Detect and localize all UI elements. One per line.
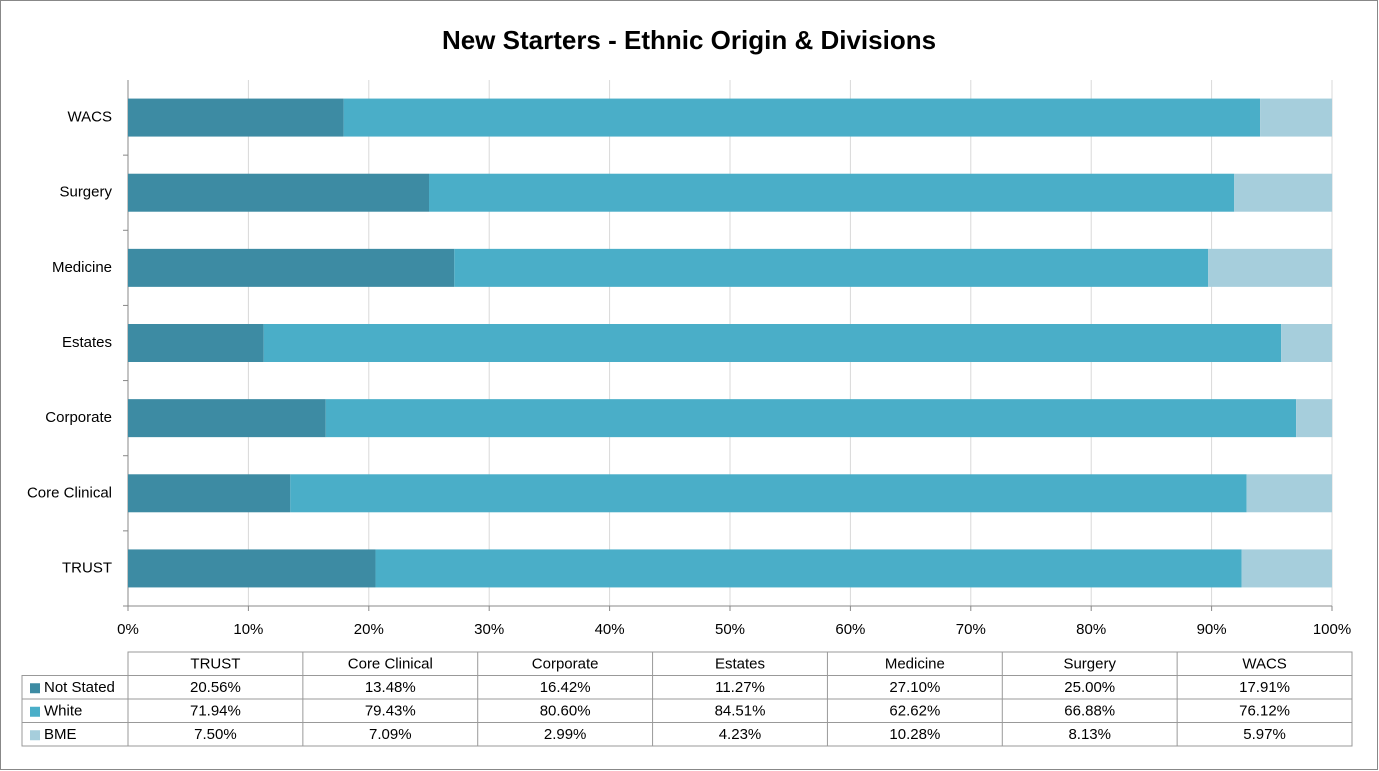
bar-segment <box>325 399 1297 438</box>
x-tick-label: 70% <box>956 621 986 638</box>
table-header: Surgery <box>1063 656 1116 673</box>
x-tick-label: 80% <box>1076 621 1106 638</box>
table-value: 80.60% <box>540 703 591 720</box>
table-value: 17.91% <box>1239 679 1290 696</box>
table-value: 27.10% <box>889 679 940 696</box>
table-value: 25.00% <box>1064 679 1115 696</box>
table-value: 4.23% <box>719 726 762 743</box>
table-header: WACS <box>1242 656 1286 673</box>
y-tick-label: TRUST <box>62 559 112 576</box>
table-value: 7.09% <box>369 726 412 743</box>
bar-segment <box>128 399 326 438</box>
bar-segment <box>1281 324 1333 362</box>
y-tick-label: Medicine <box>52 259 112 276</box>
legend-label: BME <box>44 726 77 743</box>
table-value: 76.12% <box>1239 703 1290 720</box>
table-header: Estates <box>715 656 765 673</box>
table-value: 62.62% <box>889 703 940 720</box>
table-value: 5.97% <box>1243 726 1286 743</box>
bar-segment <box>128 474 291 513</box>
y-tick-label: Surgery <box>59 184 112 201</box>
legend-swatch <box>30 706 40 717</box>
table-value: 20.56% <box>190 679 241 696</box>
bar-segment <box>429 173 1235 212</box>
table-value: 8.13% <box>1068 726 1111 743</box>
table-value: 79.43% <box>365 703 416 720</box>
bar-segment <box>290 474 1247 513</box>
y-tick-label: WACS <box>68 109 112 126</box>
bar-segment <box>1296 399 1333 438</box>
bar-segment <box>1260 98 1332 137</box>
table-header: Medicine <box>885 656 945 673</box>
bar-segment <box>128 98 344 137</box>
table-value: 16.42% <box>540 679 591 696</box>
bar-segment <box>128 549 376 588</box>
x-tick-label: 0% <box>117 621 139 638</box>
bar-segment <box>1241 549 1332 588</box>
bar-segment <box>1246 474 1332 513</box>
bar-segment <box>343 98 1261 137</box>
bar-segment <box>375 549 1242 588</box>
legend-label: Not Stated <box>44 679 115 696</box>
x-tick-label: 50% <box>715 621 745 638</box>
table-header: TRUST <box>190 656 240 673</box>
y-tick-label: Corporate <box>45 409 112 426</box>
table-value: 11.27% <box>715 679 765 696</box>
legend-swatch <box>30 730 40 741</box>
bar-segment <box>263 324 1282 362</box>
bar-segment <box>454 248 1209 287</box>
table-value: 10.28% <box>889 726 940 743</box>
bar-segment <box>1234 173 1333 212</box>
x-tick-label: 30% <box>474 621 504 638</box>
x-tick-label: 40% <box>595 621 625 638</box>
y-tick-label: Estates <box>62 334 112 351</box>
table-value: 71.94% <box>190 703 241 720</box>
bar-segment <box>128 248 455 287</box>
table-value: 13.48% <box>365 679 416 696</box>
x-tick-label: 100% <box>1313 621 1351 638</box>
bar-segment <box>1208 248 1332 287</box>
legend-swatch <box>30 683 40 694</box>
x-tick-label: 10% <box>233 621 263 638</box>
table-header: Corporate <box>532 656 599 673</box>
table-header: Core Clinical <box>348 656 433 673</box>
x-tick-label: 60% <box>835 621 865 638</box>
legend-label: White <box>44 703 82 720</box>
table-value: 2.99% <box>544 726 587 743</box>
table-value: 7.50% <box>194 726 237 743</box>
x-tick-label: 20% <box>354 621 384 638</box>
y-tick-label: Core Clinical <box>27 484 112 501</box>
x-tick-label: 90% <box>1197 621 1227 638</box>
table-value: 84.51% <box>715 703 766 720</box>
bar-segment <box>128 173 429 212</box>
chart-title: New Starters - Ethnic Origin & Divisions <box>442 25 936 55</box>
table-value: 66.88% <box>1064 703 1115 720</box>
bar-segment <box>128 324 264 362</box>
